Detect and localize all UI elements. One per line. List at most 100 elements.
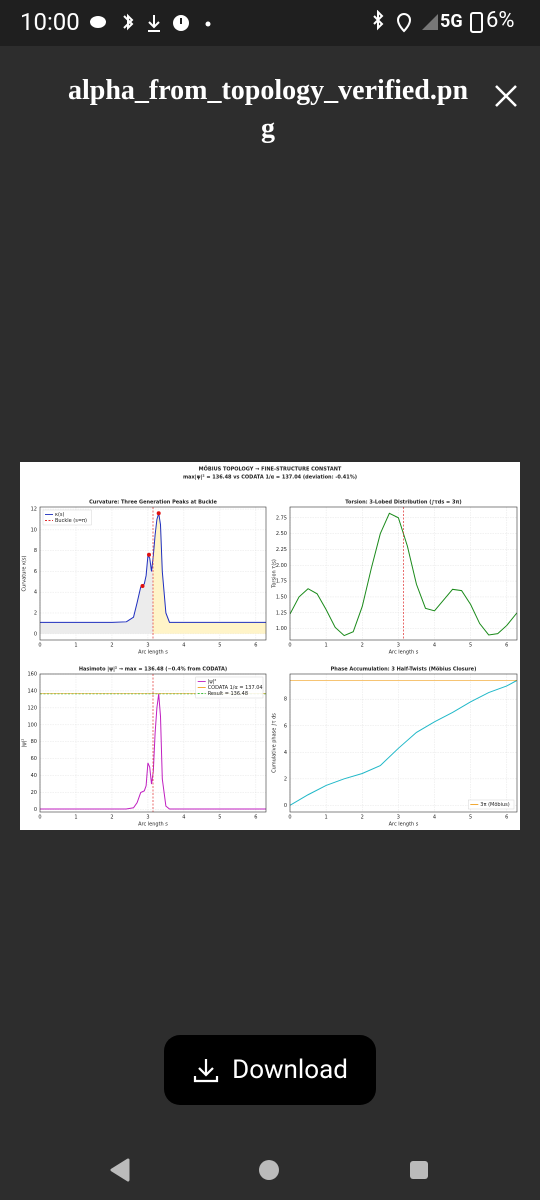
series-line (40, 513, 266, 623)
peak-marker (146, 552, 151, 557)
download-button[interactable]: Download (164, 1035, 376, 1105)
system-icons (373, 10, 438, 33)
y-tick-label: 60 (31, 756, 37, 762)
plot-content (290, 507, 517, 640)
y-tick-label: 1.00 (276, 626, 287, 632)
x-tick-label: 4 (433, 815, 436, 821)
recents-button[interactable] (410, 1161, 428, 1179)
y-tick-label: 8 (34, 548, 37, 554)
y-axis-label: |ψ|² (22, 739, 28, 748)
area-fill (40, 555, 153, 634)
download-icon (194, 1059, 219, 1083)
legend-label: 3π (Möbius) (480, 802, 509, 808)
x-tick-label: 6 (505, 643, 508, 649)
x-axis-label: Arc length s (389, 650, 419, 656)
y-tick-label: 2.75 (276, 515, 287, 521)
x-axis-label: Arc length s (138, 650, 168, 656)
y-tick-label: 20 (31, 790, 37, 796)
peak-marker (140, 583, 145, 588)
file-title: alpha_from_topology_verified.png (67, 75, 469, 144)
y-tick-label: 2.25 (276, 547, 287, 553)
area-fill (153, 513, 266, 634)
x-tick-label: 0 (38, 643, 41, 649)
navigation-bar (110, 1158, 428, 1182)
chart-title: Phase Accumulation: 3 Half-Twists (Möbiu… (331, 667, 477, 673)
y-tick-label: 6 (284, 723, 287, 729)
y-tick-label: 8 (284, 697, 287, 703)
x-tick-label: 6 (254, 643, 257, 649)
status-bar: 10:00 5G 6% (0, 0, 540, 46)
axes-frame (39, 673, 267, 813)
close-button[interactable] (492, 82, 520, 110)
network-type: 5G (440, 11, 463, 32)
x-tick-label: 3 (146, 643, 149, 649)
y-tick-label: 0 (34, 631, 37, 637)
legend-label: Buckle (s=π) (55, 518, 87, 524)
clock: 10:00 (20, 8, 80, 36)
y-tick-label: 1.50 (276, 594, 287, 600)
x-tick-label: 1 (325, 815, 328, 821)
home-button[interactable] (259, 1160, 279, 1180)
x-tick-label: 4 (433, 643, 436, 649)
x-tick-label: 2 (110, 815, 113, 821)
y-axis-label: Cumulative phase ∫τ ds (272, 713, 278, 773)
series-line (290, 512, 517, 637)
axes-frame (39, 506, 267, 641)
battery-level: 6% (486, 8, 515, 33)
legend-label: CODATA 1/α = 137.04 (208, 685, 263, 691)
y-tick-label: 4 (34, 590, 37, 596)
back-button[interactable] (110, 1158, 130, 1182)
y-tick-label: 2 (284, 776, 287, 782)
x-tick-label: 0 (288, 643, 291, 649)
y-axis-label: Curvature κ(s) (22, 555, 28, 591)
x-tick-label: 5 (218, 643, 221, 649)
chart-title: Torsion: 3-Lobed Distribution (∫τds = 3π… (345, 500, 461, 506)
y-tick-label: 80 (31, 739, 37, 745)
battery-icon (470, 12, 483, 33)
x-tick-label: 3 (397, 815, 400, 821)
chart-title: Hasimoto |ψ|² → max = 136.48 (−0.4% from… (79, 667, 227, 673)
y-tick-label: 40 (31, 773, 37, 779)
x-axis-label: Arc length s (389, 822, 419, 828)
y-tick-label: 12 (31, 507, 37, 513)
y-tick-label: 1.25 (276, 610, 287, 616)
y-tick-label: 120 (27, 705, 37, 711)
x-axis-label: Arc length s (138, 822, 168, 828)
y-axis-label: Torsion τ(s) (272, 559, 278, 589)
legend-box (468, 799, 515, 810)
y-tick-label: 6 (34, 569, 37, 575)
x-tick-label: 4 (182, 643, 185, 649)
y-tick-label: 2 (34, 610, 37, 616)
x-tick-label: 0 (38, 815, 41, 821)
legend-box (195, 676, 264, 699)
y-tick-label: 0 (34, 807, 37, 813)
y-tick-label: 140 (27, 688, 37, 694)
x-tick-label: 6 (254, 815, 257, 821)
axes-frame (289, 673, 518, 813)
x-tick-label: 2 (361, 815, 364, 821)
y-tick-label: 1.75 (276, 579, 287, 585)
x-tick-label: 4 (182, 815, 185, 821)
x-tick-label: 1 (325, 643, 328, 649)
legend-label: Result = 136.48 (208, 691, 248, 697)
series-line (40, 693, 266, 810)
x-tick-label: 5 (469, 643, 472, 649)
y-tick-label: 160 (27, 672, 37, 678)
chart-image: MÖBIUS TOPOLOGY → FINE-STRUCTURE CONSTAN… (20, 462, 520, 830)
legend-label: |ψ|² (208, 679, 217, 685)
x-tick-label: 5 (469, 815, 472, 821)
plot-content (40, 507, 266, 640)
legend-label: κ(s) (55, 512, 65, 518)
plot-content (290, 679, 517, 806)
figure-title: MÖBIUS TOPOLOGY → FINE-STRUCTURE CONSTAN… (199, 466, 342, 473)
plot-area (290, 674, 517, 812)
x-tick-label: 6 (505, 815, 508, 821)
y-tick-label: 10 (31, 527, 37, 533)
y-tick-label: 2.00 (276, 563, 287, 569)
legend-box (42, 509, 92, 526)
x-tick-label: 1 (74, 643, 77, 649)
x-tick-label: 3 (146, 815, 149, 821)
notification-icons (90, 13, 211, 32)
x-tick-label: 2 (361, 643, 364, 649)
x-tick-label: 1 (74, 815, 77, 821)
